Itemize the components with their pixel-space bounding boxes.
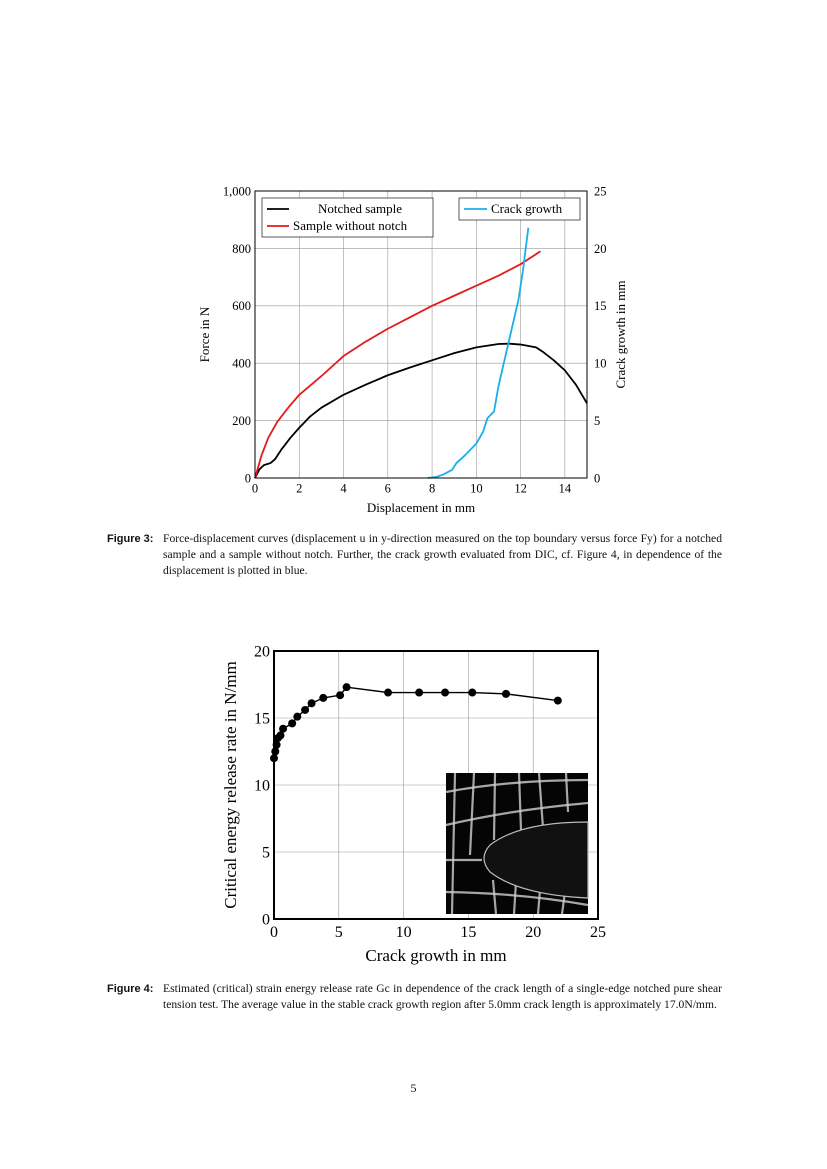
x-tick-label: 20 [525, 924, 541, 941]
y2-tick-label: 20 [594, 242, 607, 256]
series-line-0 [273, 686, 558, 759]
y-tick-label: 5 [262, 845, 270, 862]
x-axis-label: Crack growth in mm [365, 946, 506, 965]
y2-tick-label: 10 [594, 357, 607, 371]
figure-4-caption-text: Estimated (critical) strain energy relea… [163, 982, 722, 1011]
plot-frame [254, 190, 588, 479]
inset-grid-line [445, 890, 589, 907]
plot-frame [273, 650, 599, 920]
page-number: 5 [410, 1081, 417, 1095]
inset-grid-line [517, 772, 523, 831]
x-tick-label: 25 [590, 924, 606, 941]
data-point [384, 688, 393, 697]
inset-grid-line [491, 879, 498, 915]
inset-grid-line [536, 889, 542, 915]
y-axis-label: Critical energy release rate in N/mm [221, 661, 240, 909]
x-tick-label: 12 [514, 482, 527, 496]
y-tick-label: 0 [245, 471, 251, 485]
y2-tick-label: 0 [594, 471, 600, 485]
y2-tick-label: 25 [594, 184, 607, 198]
figure-3-label: Figure 3: [107, 533, 154, 545]
data-point [276, 731, 285, 740]
legend-entry: Sample without notch [293, 218, 408, 233]
data-point [293, 712, 302, 721]
y-tick-label: 400 [232, 357, 251, 371]
legend-box [458, 197, 581, 221]
x-tick-label: 14 [559, 482, 572, 496]
x-tick-label: 0 [252, 482, 258, 496]
force-displacement-chart: 0 2 4 6 8 10 12 14 0 200 400 600 800 1,000 0 5 10 15 20 25 D… [197, 184, 628, 515]
data-point [501, 689, 510, 698]
y-tick-label: 20 [254, 644, 270, 661]
data-point [272, 740, 281, 749]
inset-grid-line [492, 772, 497, 841]
figure-3-caption-text: Force-displacement curves (displacement … [163, 532, 722, 577]
inset-grid-line [445, 801, 589, 827]
data-point [273, 734, 282, 743]
data-point [468, 688, 477, 697]
x-tick-label: 0 [270, 924, 278, 941]
data-point [271, 747, 280, 756]
x-tick-label: 10 [396, 924, 412, 941]
x-tick-label: 10 [470, 482, 483, 496]
inset-grid-line [560, 891, 567, 915]
data-point [301, 705, 310, 714]
y-tick-label: 200 [232, 414, 251, 428]
data-point [441, 688, 450, 697]
inset-crack-shape [483, 821, 589, 899]
x-tick-label: 4 [340, 482, 347, 496]
data-point [270, 754, 278, 763]
series-line-crack-growth [427, 227, 530, 479]
data-point [336, 691, 345, 700]
inset-grid-line [537, 772, 545, 829]
y-tick-label: 1,000 [223, 184, 251, 198]
legend-entry: Notched sample [318, 201, 402, 216]
inset-grid-line [450, 772, 457, 915]
x-tick-label: 2 [296, 482, 302, 496]
x-tick-label: 5 [335, 924, 343, 941]
figure-3-caption: Figure 3: Force-displacement curves (dis… [107, 531, 722, 579]
y-tick-label: 10 [254, 778, 270, 795]
data-point [415, 688, 424, 697]
y-tick-label: 800 [232, 242, 251, 256]
crack-tip-inset-image [445, 772, 589, 915]
y2-axis-label: Crack growth in mm [613, 281, 628, 389]
x-axis-label: Displacement in mm [367, 500, 475, 515]
legend-left: Notched sample Sample without notch [261, 197, 434, 238]
figure-4-caption: Figure 4: Estimated (critical) strain en… [107, 981, 722, 1013]
legend-entry: Crack growth [491, 201, 563, 216]
data-point [342, 683, 351, 692]
inset-grid-line [445, 778, 589, 794]
y2-tick-label: 5 [594, 414, 600, 428]
inset-grid-line [468, 772, 476, 856]
series-line-sample-without-notch [254, 250, 542, 479]
data-point [319, 693, 328, 702]
y-tick-label: 0 [262, 912, 270, 929]
x-tick-label: 15 [460, 924, 476, 941]
series-line-notched-sample [254, 342, 588, 479]
inset-grid-line [564, 772, 570, 813]
y-tick-label: 600 [232, 299, 251, 313]
y2-tick-label: 15 [594, 299, 607, 313]
inset-grid-line [512, 881, 518, 915]
x-tick-label: 6 [385, 482, 391, 496]
data-point [307, 699, 316, 708]
data-point [279, 724, 288, 733]
data-point [288, 719, 297, 728]
figure-4-label: Figure 4: [107, 983, 154, 995]
legend-box [261, 197, 434, 238]
x-tick-label: 8 [429, 482, 435, 496]
data-point [553, 696, 562, 705]
y-tick-label: 15 [254, 711, 270, 728]
legend-right: Crack growth [458, 197, 581, 221]
inset-background [446, 773, 588, 914]
y-axis-label: Force in N [197, 306, 212, 362]
